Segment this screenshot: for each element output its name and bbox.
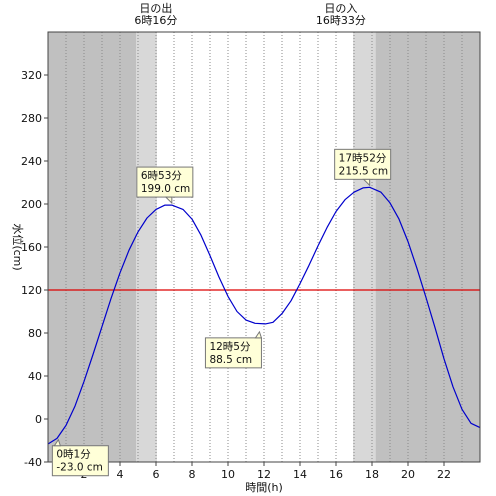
x-tick-label: 14	[293, 468, 307, 481]
y-tick-label: 160	[21, 241, 42, 254]
annotation-callout: 0時1分-23.0 cm	[51, 438, 109, 477]
x-tick-label: 4	[117, 468, 124, 481]
x-tick-label: 12	[257, 468, 271, 481]
twilight-band	[136, 32, 157, 462]
callout-pointer	[362, 178, 371, 187]
sun-event-time: 6時16分	[134, 14, 177, 27]
y-axis: -40 0 40 80 120 160 200 240 280 320	[21, 69, 48, 469]
y-tick-label: 320	[21, 69, 42, 82]
series-layer	[48, 186, 481, 445]
twilight-band	[353, 32, 376, 462]
sun-event-label: 日の入	[324, 2, 357, 15]
sun-event-label: 日の出	[139, 1, 172, 15]
x-tick-label: 22	[437, 468, 451, 481]
x-axis-label: 時間(h)	[245, 481, 283, 494]
callout-time: 6時53分	[141, 170, 183, 182]
callout-pointer	[254, 330, 263, 339]
callout-pointer	[53, 438, 62, 447]
y-tick-label: -40	[24, 456, 42, 469]
callout-box	[51, 445, 109, 477]
x-tick-label: 16	[329, 468, 343, 481]
x-tick-label: 10	[221, 468, 235, 481]
y-tick-label: 200	[21, 198, 42, 211]
callout-value: 199.0 cm	[141, 183, 190, 195]
callout-time: 17時52分	[339, 152, 387, 164]
callout-box	[204, 337, 262, 369]
x-tick-label: 8	[189, 468, 196, 481]
night-band	[375, 32, 480, 462]
night-band	[48, 32, 137, 462]
callout-value: 215.5 cm	[339, 165, 388, 177]
callout-box	[136, 166, 194, 198]
y-axis-label: 水位(cm)	[11, 223, 25, 270]
y-tick-label: 0	[35, 413, 42, 426]
y-tick-label: 80	[28, 327, 42, 340]
y-tick-label: 240	[21, 155, 42, 168]
callout-box	[334, 148, 392, 180]
callout-time: 0時1分	[56, 449, 91, 461]
sun-event-time: 16時33分	[316, 14, 366, 27]
y-tick-label: 280	[21, 112, 42, 125]
x-axis: 246810121416182022	[81, 462, 451, 481]
tide-level-line	[48, 186, 481, 445]
callout-value: -23.0 cm	[56, 462, 103, 474]
y-tick-label: 40	[28, 370, 42, 383]
x-tick-label: 20	[401, 468, 415, 481]
x-tick-label: 18	[365, 468, 379, 481]
callout-time: 12時5分	[209, 341, 251, 353]
callout-value: 88.5 cm	[209, 354, 252, 366]
callout-pointer	[164, 196, 173, 205]
background-shading	[48, 32, 480, 462]
x-tick-label: 6	[153, 468, 160, 481]
y-tick-label: 120	[21, 284, 42, 297]
